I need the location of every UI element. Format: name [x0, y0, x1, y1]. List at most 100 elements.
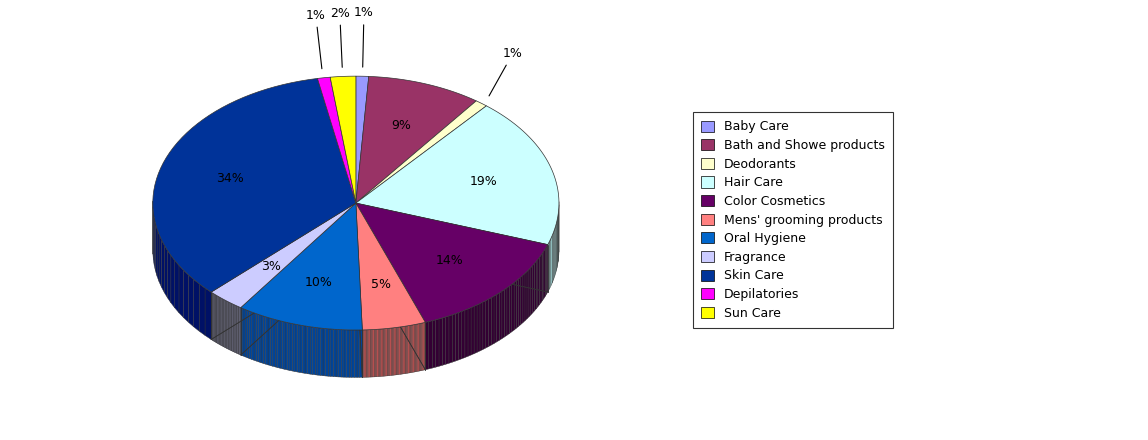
- Text: 5%: 5%: [371, 278, 390, 290]
- Polygon shape: [355, 330, 357, 378]
- Polygon shape: [331, 329, 333, 377]
- Polygon shape: [171, 256, 174, 308]
- Polygon shape: [379, 329, 381, 377]
- Text: 10%: 10%: [304, 276, 333, 289]
- Polygon shape: [263, 316, 265, 364]
- Polygon shape: [365, 330, 366, 377]
- Polygon shape: [432, 320, 435, 368]
- Polygon shape: [480, 302, 483, 351]
- Polygon shape: [546, 245, 548, 294]
- Polygon shape: [211, 203, 356, 308]
- Polygon shape: [406, 326, 408, 374]
- Polygon shape: [442, 317, 445, 365]
- Polygon shape: [510, 284, 512, 334]
- Polygon shape: [326, 329, 328, 376]
- Polygon shape: [265, 317, 267, 365]
- Polygon shape: [366, 330, 367, 377]
- Polygon shape: [536, 260, 537, 309]
- Polygon shape: [394, 328, 395, 375]
- Polygon shape: [363, 330, 364, 378]
- Polygon shape: [545, 247, 546, 296]
- Polygon shape: [157, 229, 160, 282]
- Polygon shape: [497, 293, 499, 342]
- Polygon shape: [278, 320, 280, 368]
- Polygon shape: [533, 264, 535, 313]
- Text: 1%: 1%: [305, 9, 326, 69]
- Text: 1%: 1%: [354, 6, 374, 67]
- Polygon shape: [413, 325, 414, 372]
- Polygon shape: [293, 324, 295, 371]
- Polygon shape: [261, 315, 263, 363]
- Polygon shape: [550, 238, 551, 289]
- Polygon shape: [396, 327, 397, 375]
- Polygon shape: [521, 275, 522, 325]
- Polygon shape: [512, 282, 514, 332]
- Polygon shape: [540, 255, 541, 305]
- Polygon shape: [548, 242, 550, 292]
- Polygon shape: [245, 309, 247, 358]
- Polygon shape: [416, 324, 417, 372]
- Polygon shape: [356, 203, 426, 330]
- Polygon shape: [386, 329, 387, 376]
- Polygon shape: [529, 268, 530, 317]
- Polygon shape: [267, 318, 271, 366]
- Polygon shape: [247, 310, 249, 359]
- Polygon shape: [164, 245, 168, 298]
- Polygon shape: [372, 330, 373, 377]
- Polygon shape: [308, 326, 310, 374]
- Polygon shape: [300, 325, 302, 373]
- Polygon shape: [305, 326, 308, 374]
- Text: 2%: 2%: [329, 7, 350, 67]
- Polygon shape: [258, 315, 261, 363]
- Polygon shape: [373, 330, 374, 377]
- Polygon shape: [243, 308, 245, 357]
- Polygon shape: [483, 301, 486, 349]
- Polygon shape: [418, 324, 419, 371]
- Polygon shape: [200, 284, 205, 335]
- Polygon shape: [551, 236, 552, 286]
- Polygon shape: [285, 322, 287, 370]
- Polygon shape: [251, 312, 254, 360]
- Text: 19%: 19%: [470, 175, 497, 187]
- Polygon shape: [356, 101, 487, 203]
- Polygon shape: [397, 327, 398, 375]
- Polygon shape: [408, 326, 409, 373]
- Polygon shape: [387, 328, 388, 376]
- Polygon shape: [403, 326, 404, 374]
- Polygon shape: [339, 330, 341, 377]
- Polygon shape: [374, 330, 375, 377]
- Polygon shape: [377, 329, 378, 377]
- Polygon shape: [184, 270, 188, 322]
- Polygon shape: [349, 330, 351, 378]
- Polygon shape: [478, 304, 480, 352]
- Polygon shape: [535, 261, 536, 311]
- Polygon shape: [429, 321, 432, 369]
- Polygon shape: [318, 77, 356, 203]
- Polygon shape: [382, 329, 383, 376]
- Polygon shape: [519, 277, 521, 326]
- Polygon shape: [336, 330, 339, 377]
- Polygon shape: [302, 326, 305, 373]
- Polygon shape: [318, 328, 320, 375]
- Polygon shape: [414, 324, 416, 372]
- Polygon shape: [155, 224, 157, 276]
- Polygon shape: [162, 240, 164, 293]
- Polygon shape: [316, 327, 318, 375]
- Polygon shape: [405, 326, 406, 374]
- Polygon shape: [489, 298, 491, 347]
- Polygon shape: [419, 323, 420, 371]
- Polygon shape: [378, 329, 379, 377]
- Polygon shape: [543, 251, 544, 301]
- Polygon shape: [282, 322, 285, 370]
- Text: 1%: 1%: [489, 47, 522, 96]
- Polygon shape: [395, 327, 396, 375]
- Polygon shape: [369, 330, 370, 377]
- Polygon shape: [328, 329, 331, 376]
- Polygon shape: [241, 308, 243, 356]
- Text: 9%: 9%: [391, 119, 411, 132]
- Text: 14%: 14%: [436, 254, 464, 268]
- Polygon shape: [409, 325, 410, 373]
- Polygon shape: [537, 257, 540, 307]
- Polygon shape: [295, 324, 297, 372]
- Polygon shape: [514, 281, 517, 330]
